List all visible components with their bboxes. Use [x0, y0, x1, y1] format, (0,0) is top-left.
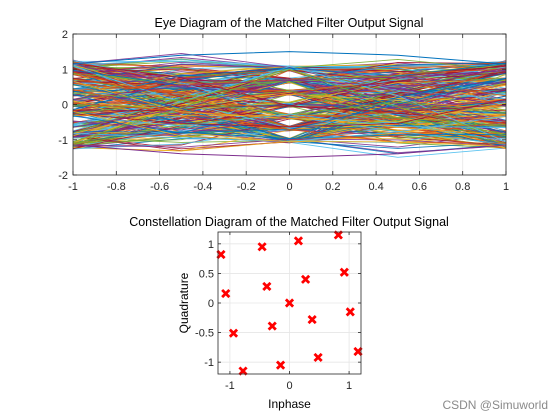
constellation-point-stroke — [284, 298, 295, 308]
eye-trace — [72, 83, 507, 139]
constellation-axes: Constellation Diagram of the Matched Fil… — [129, 215, 449, 411]
constellation-y-tick-label: -0.5 — [195, 328, 214, 340]
constellation-y-tick-label: 1 — [208, 239, 214, 251]
eye-envelope-trace — [72, 51, 507, 65]
eye-x-tick-label: 0.4 — [368, 181, 383, 193]
constellation-point — [257, 242, 267, 252]
eye-trace — [72, 110, 507, 147]
constellation-point — [339, 267, 349, 277]
eye-x-tick-label: -0.6 — [150, 181, 169, 193]
eye-x-tick-label: -0.4 — [193, 181, 212, 193]
eye-diagram-axes: Eye Diagram of the Matched Filter Output… — [58, 16, 509, 193]
constellation-point-stroke — [267, 321, 277, 331]
constellation-point-stroke — [238, 366, 248, 376]
constellation-point — [345, 307, 355, 317]
constellation-y-tick-label: 0.5 — [199, 268, 214, 280]
eye-x-tick-label: -0.2 — [237, 181, 256, 193]
eye-x-tick-label: 0.6 — [412, 181, 427, 193]
eye-trace — [72, 68, 507, 143]
eye-x-tick-label: 1 — [503, 181, 509, 193]
eye-y-tick-label: 2 — [62, 29, 68, 41]
constellation-point-stroke — [221, 288, 231, 299]
constellation-point — [275, 360, 286, 370]
constellation-y-tick-label: -1 — [204, 357, 214, 369]
eye-trace — [72, 71, 507, 112]
eye-traces — [72, 51, 507, 158]
constellation-point-stroke — [345, 307, 355, 317]
constellation-title: Constellation Diagram of the Matched Fil… — [129, 215, 449, 229]
constellation-point — [300, 274, 311, 284]
constellation-point — [238, 366, 248, 376]
eye-trace — [72, 61, 507, 96]
constellation-point — [333, 230, 343, 240]
constellation-point-stroke — [313, 352, 323, 363]
constellation-point-stroke — [257, 242, 267, 252]
eye-diagram-title: Eye Diagram of the Matched Filter Output… — [155, 16, 424, 30]
constellation-point-stroke — [262, 281, 272, 292]
constellation-x-tick-label: 1 — [346, 380, 352, 392]
eye-trace — [72, 89, 507, 144]
constellation-x-tick-label: 0 — [286, 380, 292, 392]
constellation-point-stroke — [228, 328, 239, 338]
constellation-point-stroke — [353, 346, 363, 357]
eye-y-tick-label: 1 — [62, 64, 68, 76]
eye-trace — [72, 66, 507, 143]
constellation-point — [262, 281, 272, 292]
eye-y-tick-label: -2 — [58, 170, 68, 182]
eye-y-tick-label: 0 — [62, 100, 68, 112]
constellation-point — [293, 236, 304, 246]
eye-trace — [72, 92, 507, 116]
constellation-points — [216, 230, 363, 376]
eye-trace — [72, 69, 507, 132]
constellation-point — [228, 328, 239, 338]
eye-x-tick-label: -1 — [68, 181, 78, 193]
eye-x-tick-label: 0.8 — [455, 181, 470, 193]
constellation-point — [313, 352, 323, 363]
eye-trace — [72, 53, 507, 79]
eye-x-tick-label: -0.8 — [107, 181, 126, 193]
constellation-point — [307, 314, 317, 325]
eye-trace — [72, 113, 507, 128]
constellation-point — [284, 298, 295, 308]
eye-trace — [72, 93, 507, 142]
constellation-point — [267, 321, 277, 331]
eye-trace — [72, 63, 507, 113]
constellation-point-stroke — [307, 314, 317, 325]
constellation-point-stroke — [333, 230, 343, 240]
eye-trace — [72, 70, 507, 128]
watermark-text: CSDN @Simuworld — [442, 398, 548, 412]
constellation-point-stroke — [293, 236, 304, 246]
constellation-point-stroke — [300, 274, 311, 284]
constellation-ticks: -1 0 1 -1 -0.5 0 0.5 1 — [195, 232, 361, 392]
eye-trace — [72, 79, 507, 111]
constellation-point — [216, 249, 226, 260]
constellation-point-stroke — [339, 267, 349, 277]
eye-trace — [72, 98, 507, 128]
constellation-point-stroke — [216, 249, 226, 260]
eye-x-tick-label: 0.2 — [325, 181, 340, 193]
constellation-point-stroke — [275, 360, 286, 370]
constellation-x-tick-label: -1 — [225, 380, 235, 392]
eye-x-tick-label: 0 — [286, 181, 292, 193]
eye-trace — [72, 93, 507, 135]
constellation-point — [353, 346, 363, 357]
eye-trace — [72, 92, 507, 143]
constellation-y-axis-label: Quadrature — [177, 272, 191, 333]
constellation-y-tick-label: 0 — [208, 298, 214, 310]
constellation-x-axis-label: Inphase — [268, 397, 311, 411]
eye-envelope-trace — [72, 144, 507, 158]
eye-y-tick-label: -1 — [58, 135, 68, 147]
constellation-point — [221, 288, 231, 299]
